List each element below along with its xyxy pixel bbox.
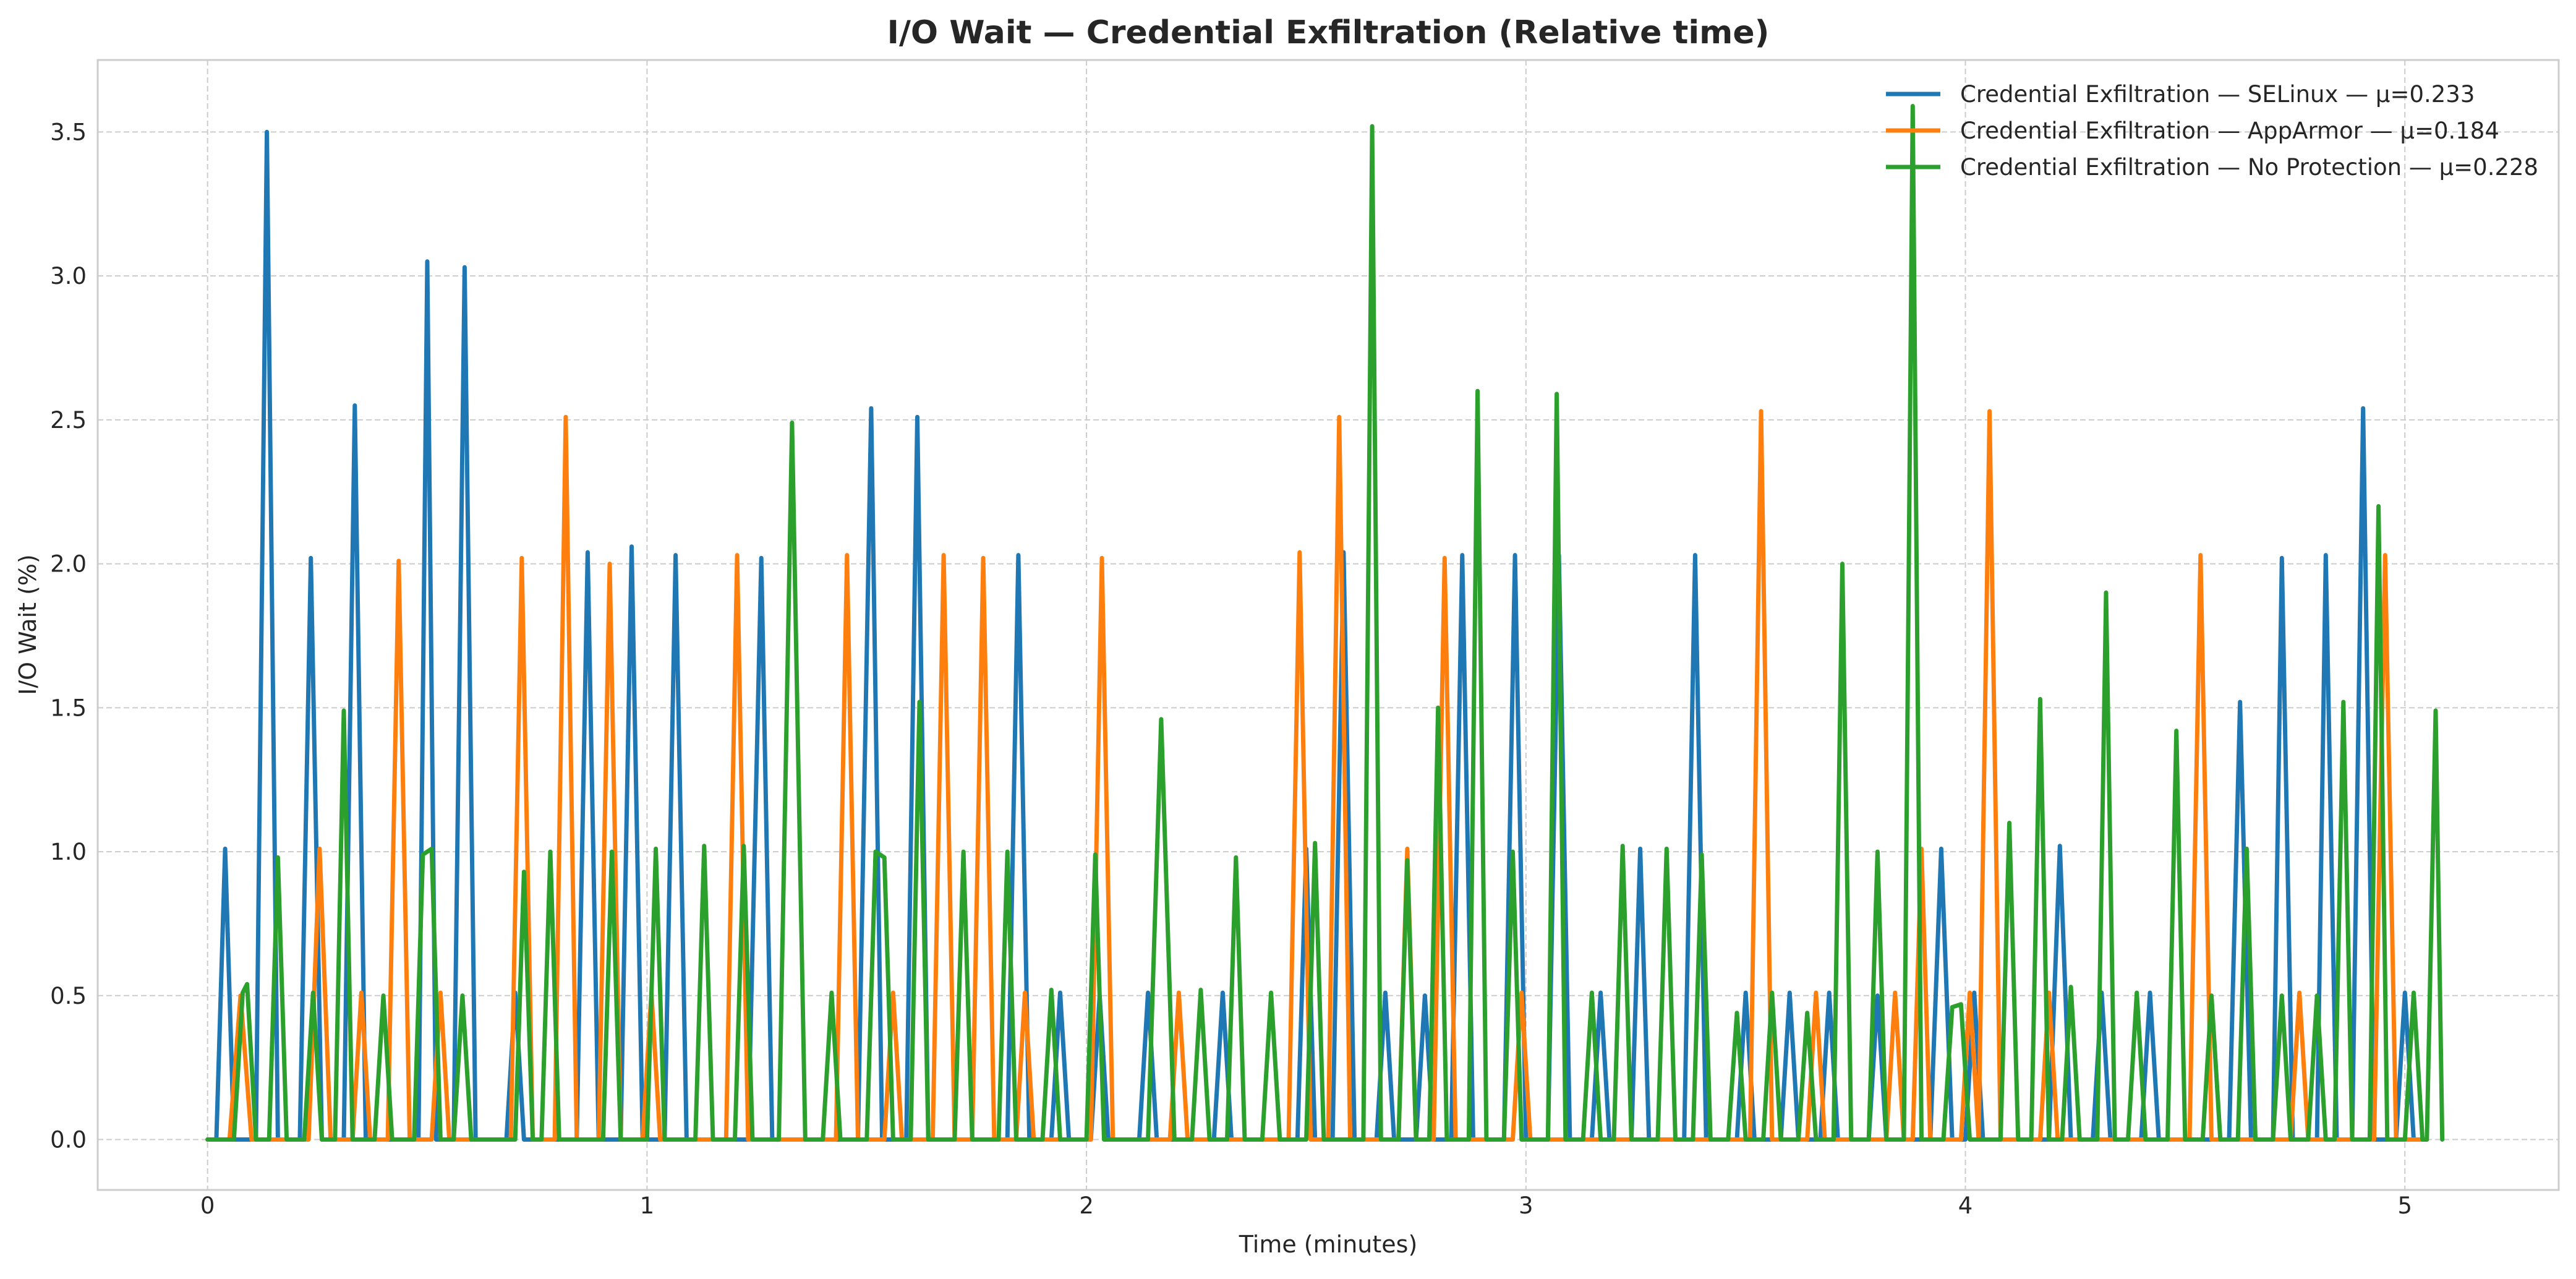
x-tick-label: 5 (2397, 1192, 2412, 1219)
series-line-no-protection (205, 104, 2445, 1142)
y-tick-label: 0.5 (50, 983, 87, 1009)
chart-title: I/O Wait — Credential Exfiltration (Rela… (887, 14, 1770, 51)
x-tick-label: 1 (640, 1192, 655, 1219)
y-tick-label: 3.0 (50, 263, 87, 289)
legend-item-selinux: Credential Exfiltration — SELinux — μ=0.… (1886, 81, 2475, 108)
y-tick-label: 2.5 (50, 407, 87, 434)
y-tick-label: 1.5 (50, 695, 87, 721)
x-tick-label: 4 (1958, 1192, 1973, 1219)
y-tick-label: 0.0 (50, 1127, 87, 1153)
x-tick-label: 3 (1519, 1192, 1533, 1219)
legend-item-no-protection: Credential Exfiltration — No Protection … (1886, 154, 2538, 181)
series-layer (205, 104, 2445, 1142)
y-axis-label: I/O Wait (%) (14, 554, 41, 695)
x-tick-label: 0 (200, 1192, 215, 1219)
legend: Credential Exfiltration — SELinux — μ=0.… (1886, 81, 2538, 181)
y-tick-label: 3.5 (50, 119, 87, 145)
x-tick-label: 2 (1079, 1192, 1094, 1219)
legend-label: Credential Exfiltration — AppArmor — μ=0… (1960, 118, 2499, 144)
tick-labels: 0 1 2 3 4 5 0.0 0.5 1.0 1.5 2.0 2.5 3.0 3.5 (50, 119, 2412, 1219)
legend-item-apparmor: Credential Exfiltration — AppArmor — μ=0… (1886, 118, 2499, 144)
legend-label: Credential Exfiltration — SELinux — μ=0.… (1960, 81, 2475, 108)
y-tick-label: 1.0 (50, 839, 87, 865)
legend-label: Credential Exfiltration — No Protection … (1960, 154, 2538, 181)
x-axis-label: Time (minutes) (1239, 1231, 1418, 1258)
plot-frame (96, 59, 2560, 1191)
y-tick-label: 2.0 (50, 551, 87, 578)
